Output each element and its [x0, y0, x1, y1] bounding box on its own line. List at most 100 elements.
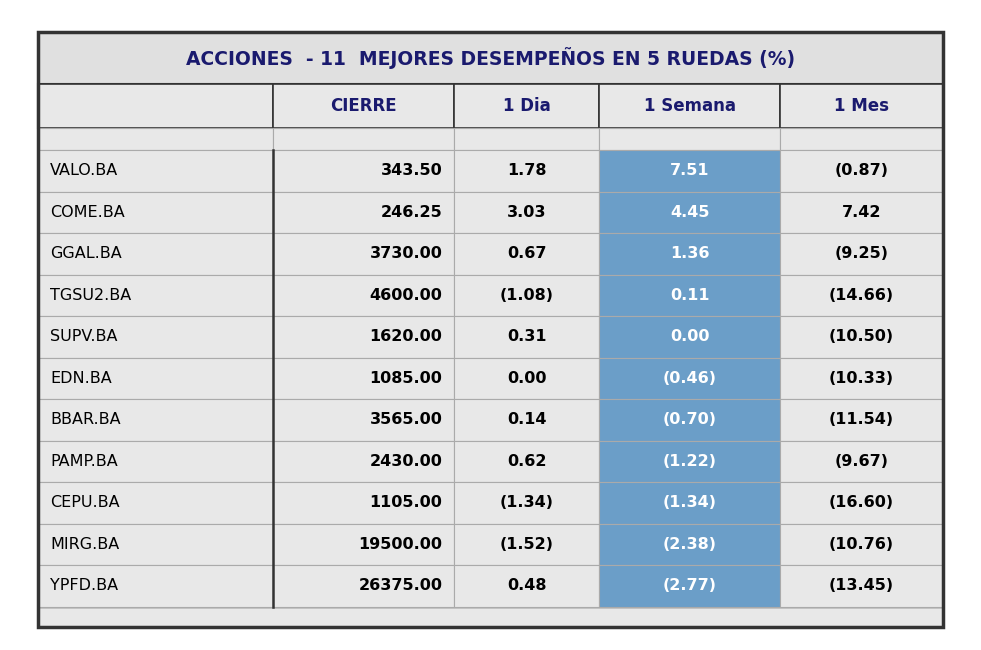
Bar	[274, 316, 454, 358]
Bar	[780, 150, 943, 192]
Text: 0.31: 0.31	[507, 330, 546, 344]
Bar	[454, 565, 599, 606]
Bar	[38, 128, 943, 150]
Text: ACCIONES  - 11  MEJORES DESEMPEÑOS EN 5 RUEDAS (%): ACCIONES - 11 MEJORES DESEMPEÑOS EN 5 RU…	[186, 47, 795, 69]
Bar	[38, 274, 274, 316]
Text: COME.BA: COME.BA	[50, 205, 125, 220]
Bar	[38, 565, 274, 606]
Bar	[454, 274, 599, 316]
Bar	[780, 399, 943, 441]
Text: 26375.00: 26375.00	[358, 578, 442, 593]
Text: 1105.00: 1105.00	[370, 495, 442, 510]
Text: CEPU.BA: CEPU.BA	[50, 495, 120, 510]
Text: (1.34): (1.34)	[499, 495, 553, 510]
Text: 7.51: 7.51	[670, 163, 709, 178]
Bar	[38, 128, 274, 150]
Text: 1.36: 1.36	[670, 246, 709, 261]
Bar	[599, 128, 780, 150]
Bar	[780, 358, 943, 399]
Bar	[780, 84, 943, 128]
Text: SUPV.BA: SUPV.BA	[50, 330, 118, 344]
Bar	[780, 441, 943, 482]
Text: GGAL.BA: GGAL.BA	[50, 246, 122, 261]
Bar	[780, 128, 943, 150]
Bar	[274, 482, 454, 523]
Bar	[274, 128, 454, 150]
Text: (0.70): (0.70)	[662, 412, 716, 427]
Bar	[780, 565, 943, 606]
Bar	[38, 192, 274, 233]
Bar	[599, 523, 780, 565]
Text: (0.87): (0.87)	[835, 163, 889, 178]
Text: TGSU2.BA: TGSU2.BA	[50, 288, 131, 303]
Bar	[780, 192, 943, 233]
Text: (1.08): (1.08)	[499, 288, 553, 303]
Text: 0.67: 0.67	[507, 246, 546, 261]
Text: 0.11: 0.11	[670, 288, 709, 303]
Bar	[599, 482, 780, 523]
Bar	[38, 606, 943, 627]
Text: 2430.00: 2430.00	[370, 454, 442, 469]
Bar	[454, 399, 599, 441]
Text: 0.14: 0.14	[507, 412, 546, 427]
Text: 1 Dia: 1 Dia	[503, 97, 550, 115]
Bar	[274, 358, 454, 399]
Bar	[274, 150, 454, 192]
Bar	[599, 399, 780, 441]
Text: EDN.BA: EDN.BA	[50, 370, 112, 385]
Text: BBAR.BA: BBAR.BA	[50, 412, 121, 427]
Bar	[38, 150, 274, 192]
Text: 0.00: 0.00	[507, 370, 546, 385]
Text: (10.33): (10.33)	[829, 370, 894, 385]
Text: 3.03: 3.03	[507, 205, 546, 220]
Text: 0.48: 0.48	[507, 578, 546, 593]
Bar	[274, 565, 454, 606]
Bar	[454, 316, 599, 358]
Bar	[454, 192, 599, 233]
Text: (16.60): (16.60)	[829, 495, 894, 510]
Bar	[599, 274, 780, 316]
Bar	[780, 523, 943, 565]
Text: (1.52): (1.52)	[499, 537, 553, 552]
Bar	[454, 150, 599, 192]
Bar	[38, 358, 274, 399]
Bar	[599, 316, 780, 358]
Bar	[599, 150, 780, 192]
Text: 246.25: 246.25	[381, 205, 442, 220]
Bar	[599, 192, 780, 233]
Text: (14.66): (14.66)	[829, 288, 894, 303]
Bar	[38, 399, 274, 441]
Bar	[38, 84, 274, 128]
Text: (10.76): (10.76)	[829, 537, 894, 552]
Bar	[274, 84, 454, 128]
Text: VALO.BA: VALO.BA	[50, 163, 119, 178]
Text: 19500.00: 19500.00	[358, 537, 442, 552]
Bar	[780, 316, 943, 358]
Text: (1.22): (1.22)	[662, 454, 716, 469]
Text: MIRG.BA: MIRG.BA	[50, 537, 120, 552]
Text: 4.45: 4.45	[670, 205, 709, 220]
Bar	[38, 482, 274, 523]
Bar	[599, 233, 780, 274]
Text: (2.38): (2.38)	[662, 537, 716, 552]
Text: (13.45): (13.45)	[829, 578, 894, 593]
Bar	[454, 523, 599, 565]
Bar	[454, 482, 599, 523]
Bar	[38, 523, 274, 565]
Text: (9.25): (9.25)	[835, 246, 889, 261]
Text: (11.54): (11.54)	[829, 412, 894, 427]
Text: 1 Mes: 1 Mes	[834, 97, 889, 115]
Bar	[274, 192, 454, 233]
Text: 3730.00: 3730.00	[370, 246, 442, 261]
Text: (1.34): (1.34)	[662, 495, 716, 510]
Bar	[38, 84, 943, 128]
Text: 3565.00: 3565.00	[370, 412, 442, 427]
Text: PAMP.BA: PAMP.BA	[50, 454, 118, 469]
Text: (10.50): (10.50)	[829, 330, 894, 344]
Text: 1.78: 1.78	[507, 163, 546, 178]
Bar	[274, 233, 454, 274]
Text: 7.42: 7.42	[842, 205, 881, 220]
Bar	[38, 316, 274, 358]
Text: CIERRE: CIERRE	[331, 97, 397, 115]
Text: 0.00: 0.00	[670, 330, 709, 344]
